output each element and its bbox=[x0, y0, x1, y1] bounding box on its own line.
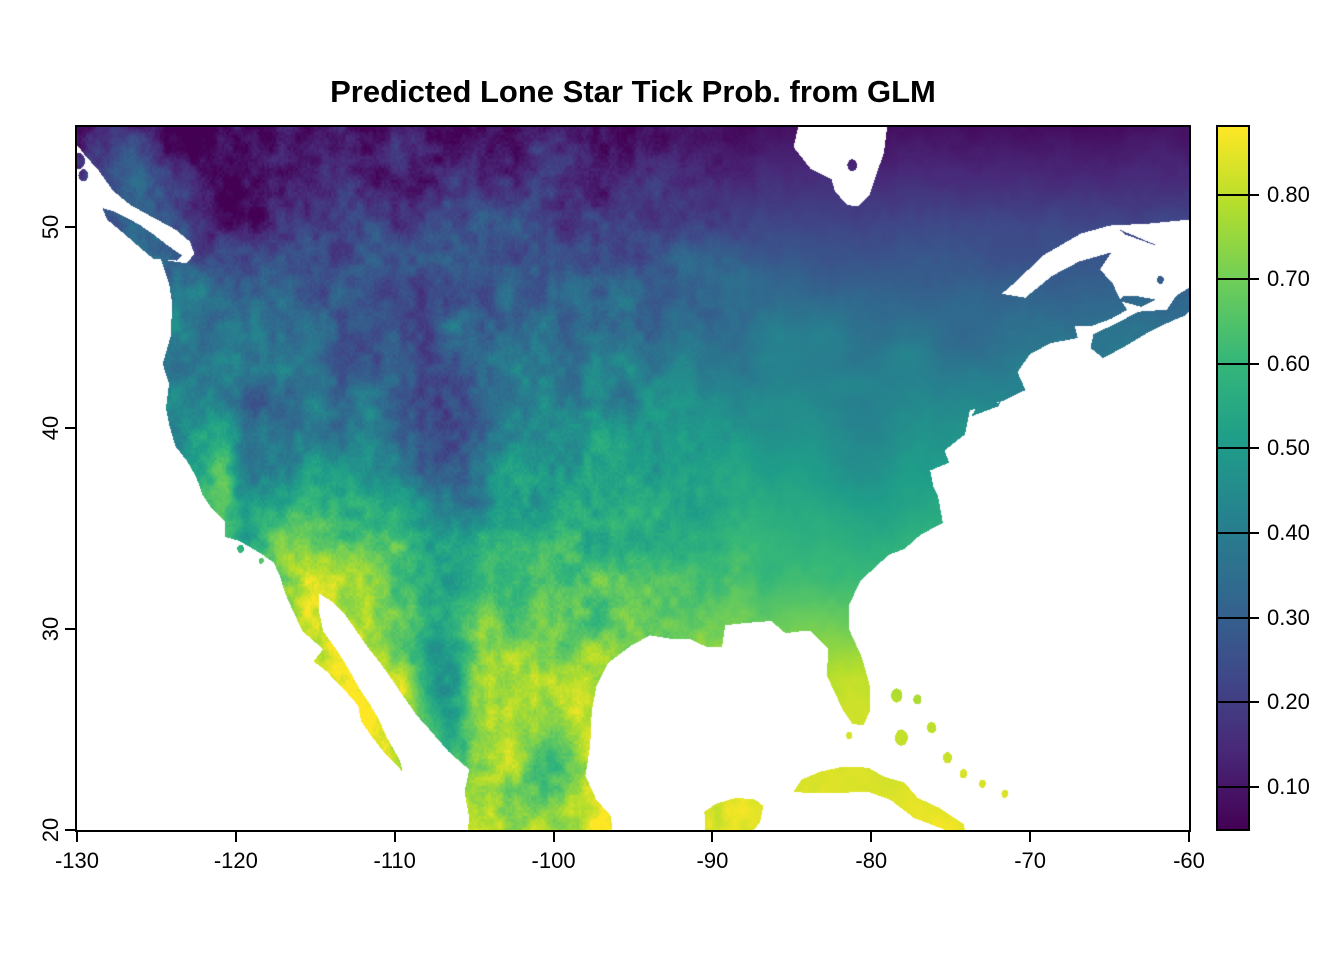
x-tick-label: -130 bbox=[54, 848, 100, 873]
x-tick-mark bbox=[393, 830, 396, 842]
plot-title: Predicted Lone Star Tick Prob. from GLM bbox=[330, 74, 936, 109]
y-tick-mark bbox=[65, 628, 77, 631]
colorbar-tick-mark bbox=[1218, 193, 1259, 196]
colorbar-tick-label: 0.30 bbox=[1267, 604, 1310, 630]
y-tick-label: 30 bbox=[38, 616, 63, 642]
colorbar bbox=[1216, 125, 1250, 831]
y-tick-label: 40 bbox=[38, 416, 63, 441]
y-tick-label: 20 bbox=[38, 817, 63, 843]
x-tick-mark bbox=[552, 830, 555, 842]
colorbar-tick-mark bbox=[1218, 362, 1259, 365]
y-tick-mark bbox=[65, 829, 77, 831]
colorbar-tick-mark bbox=[1218, 278, 1259, 281]
x-tick-mark bbox=[76, 830, 78, 842]
x-tick-label: -100 bbox=[531, 848, 576, 873]
colorbar-tick-label: 0.40 bbox=[1267, 519, 1310, 545]
colorbar-tick-label: 0.10 bbox=[1267, 773, 1310, 799]
colorbar-tick-mark bbox=[1218, 447, 1259, 450]
x-tick-mark bbox=[1188, 830, 1190, 842]
x-tick-mark bbox=[711, 830, 714, 842]
x-tick-label: -90 bbox=[696, 848, 729, 873]
colorbar-tick-label: 0.20 bbox=[1267, 689, 1310, 715]
map-raster-canvas bbox=[77, 127, 1189, 830]
colorbar-tick-mark bbox=[1218, 701, 1259, 704]
y-tick-mark bbox=[65, 427, 77, 430]
colorbar-tick-mark bbox=[1218, 616, 1259, 619]
colorbar-tick-label: 0.80 bbox=[1267, 181, 1310, 207]
x-tick-label: -60 bbox=[1173, 848, 1205, 873]
x-tick-mark bbox=[1029, 830, 1032, 842]
colorbar-tick-mark bbox=[1218, 785, 1259, 788]
x-tick-mark bbox=[234, 830, 237, 842]
x-tick-label: -120 bbox=[213, 848, 258, 873]
x-tick-mark bbox=[870, 830, 873, 842]
colorbar-tick-label: 0.70 bbox=[1267, 266, 1310, 292]
x-tick-label: -110 bbox=[373, 848, 416, 873]
map-panel bbox=[75, 125, 1191, 832]
x-tick-label: -80 bbox=[855, 848, 888, 873]
y-tick-label: 50 bbox=[38, 215, 63, 240]
colorbar-tick-label: 0.50 bbox=[1267, 435, 1310, 461]
x-tick-label: -70 bbox=[1014, 848, 1047, 873]
colorbar-tick-label: 0.60 bbox=[1267, 350, 1310, 376]
colorbar-tick-mark bbox=[1218, 531, 1259, 534]
y-tick-mark bbox=[65, 226, 77, 229]
